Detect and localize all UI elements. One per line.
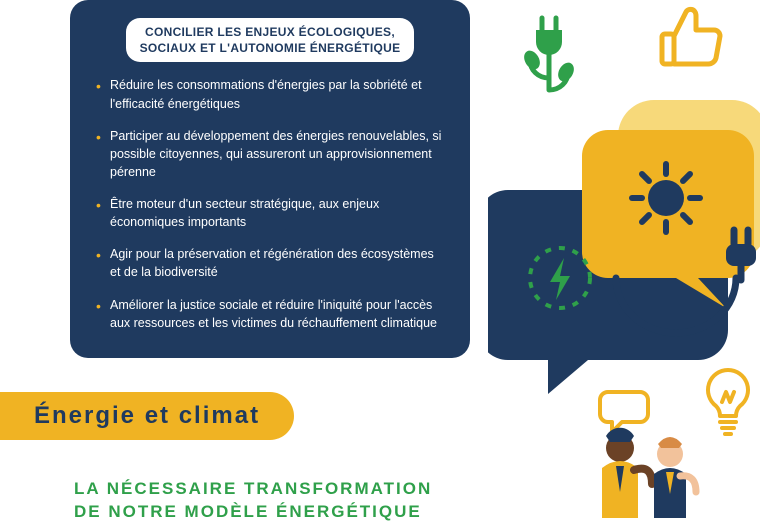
main-card: CONCILIER LES ENJEUX ÉCOLOGIQUES, SOCIAU… — [70, 0, 470, 358]
card-title-line1: CONCILIER LES ENJEUX ÉCOLOGIQUES, — [145, 25, 395, 39]
card-bullet: Participer au développement des énergies… — [96, 127, 444, 181]
bubble-stack — [488, 100, 760, 390]
card-bullet-list: Réduire les consommations d'énergies par… — [96, 76, 444, 331]
plant-plug-icon — [522, 12, 576, 109]
people-icon — [580, 426, 710, 531]
card-bullet: Améliorer la justice sociale et réduire … — [96, 296, 444, 332]
card-title-line2: SOCIAUX ET L'AUTONOMIE ÉNERGÉTIQUE — [140, 41, 401, 55]
card-bullet: Agir pour la préservation et régénératio… — [96, 245, 444, 281]
card-title: CONCILIER LES ENJEUX ÉCOLOGIQUES, SOCIAU… — [126, 18, 415, 62]
card-bullet: Être moteur d'un secteur stratégique, au… — [96, 195, 444, 231]
subheading-line1: LA NÉCESSAIRE TRANSFORMATION — [74, 479, 432, 498]
subheading-line2: DE NOTRE MODÈLE ÉNERGÉTIQUE — [74, 502, 422, 521]
section-subheading: LA NÉCESSAIRE TRANSFORMATION DE NOTRE MO… — [74, 478, 432, 524]
card-bullet: Réduire les consommations d'énergies par… — [96, 76, 444, 112]
thumbs-up-icon — [656, 0, 728, 77]
section-title-pill: Énergie et climat — [0, 392, 294, 440]
